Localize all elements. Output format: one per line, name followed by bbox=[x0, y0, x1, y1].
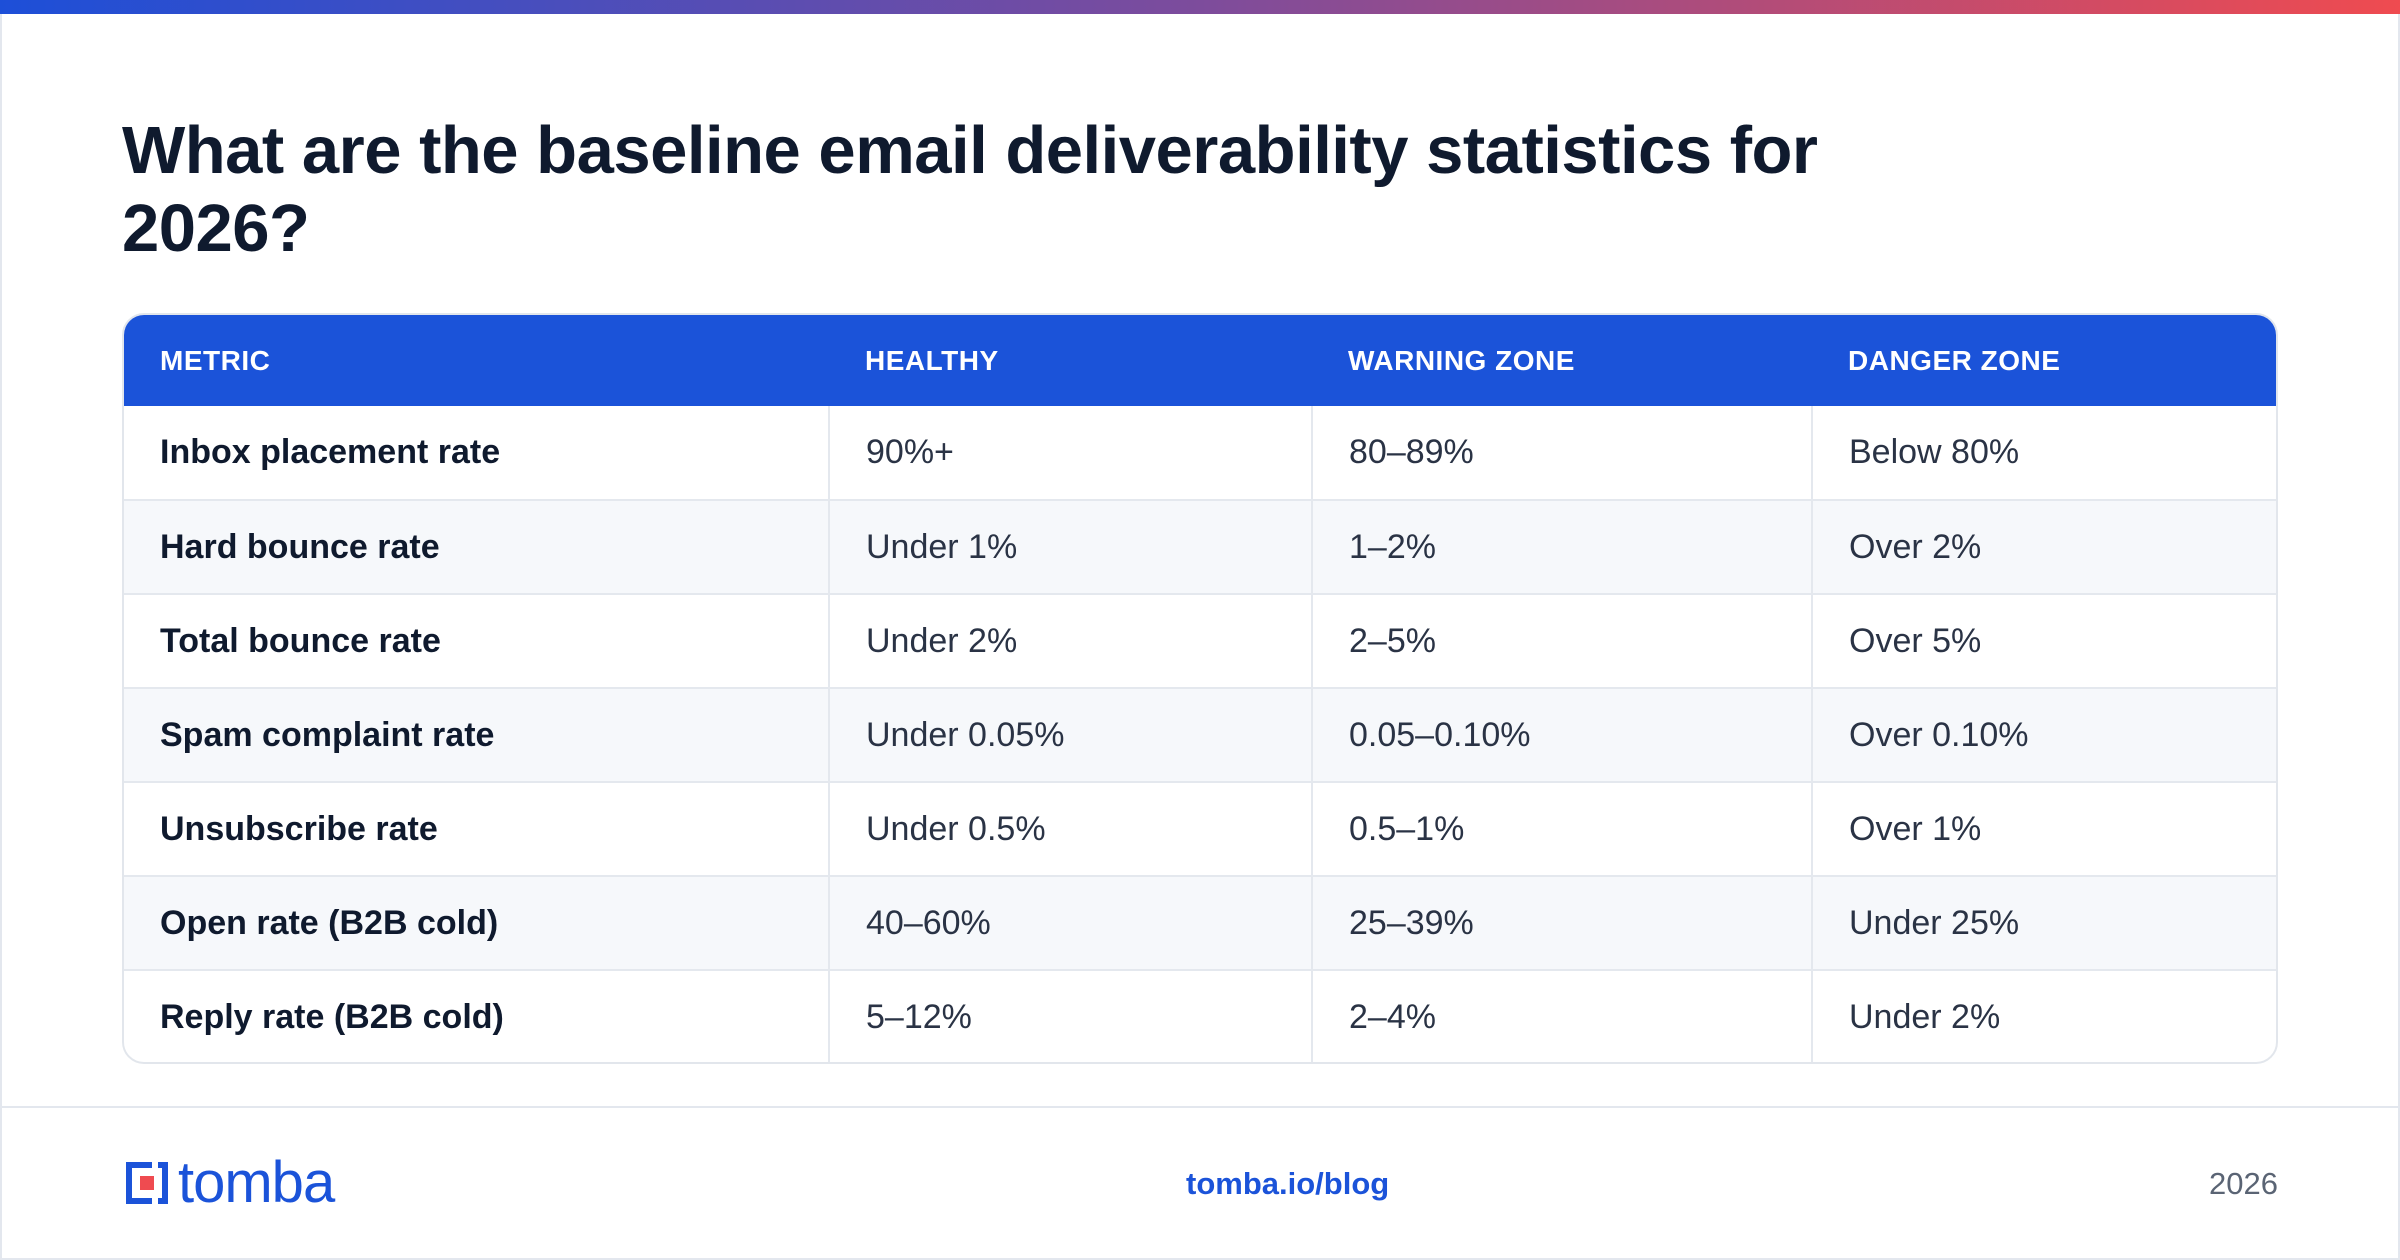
warning-cell: 2–5% bbox=[1311, 593, 1812, 688]
table-header-row: METRIC HEALTHY WARNING ZONE DANGER ZONE bbox=[124, 315, 2276, 406]
healthy-cell: 90%+ bbox=[828, 406, 1312, 500]
top-accent-bar bbox=[0, 0, 2400, 14]
healthy-cell: Under 0.5% bbox=[828, 781, 1312, 876]
table-row: Reply rate (B2B cold) 5–12% 2–4% Under 2… bbox=[124, 969, 2276, 1062]
table-row: Inbox placement rate 90%+ 80–89% Below 8… bbox=[124, 406, 2276, 500]
metric-cell: Spam complaint rate bbox=[124, 687, 829, 782]
danger-cell: Below 80% bbox=[1811, 406, 2276, 500]
danger-cell: Over 1% bbox=[1811, 781, 2276, 876]
table-row: Unsubscribe rate Under 0.5% 0.5–1% Over … bbox=[124, 781, 2276, 876]
statistics-table-card: METRIC HEALTHY WARNING ZONE DANGER ZONE … bbox=[122, 313, 2278, 1064]
warning-cell: 25–39% bbox=[1311, 875, 1812, 970]
healthy-cell: Under 2% bbox=[828, 593, 1312, 688]
blog-link[interactable]: tomba.io/blog bbox=[1186, 1166, 1390, 1201]
table-row: Spam complaint rate Under 0.05% 0.05–0.1… bbox=[124, 687, 2276, 782]
healthy-cell: 40–60% bbox=[828, 875, 1312, 970]
healthy-cell: 5–12% bbox=[828, 969, 1312, 1062]
column-header-danger-zone: DANGER ZONE bbox=[1848, 344, 2061, 376]
table-row: Total bounce rate Under 2% 2–5% Over 5% bbox=[124, 593, 2276, 688]
danger-cell: Over 0.10% bbox=[1811, 687, 2276, 782]
page-title: What are the baseline email deliverabili… bbox=[122, 113, 1818, 266]
column-header-metric: METRIC bbox=[160, 344, 271, 376]
warning-cell: 1–2% bbox=[1311, 499, 1812, 594]
table-row: Open rate (B2B cold) 40–60% 25–39% Under… bbox=[124, 875, 2276, 970]
footer-year: 2026 bbox=[2209, 1166, 2278, 1201]
warning-cell: 2–4% bbox=[1311, 969, 1812, 1062]
footer-divider bbox=[0, 1106, 2400, 1108]
warning-cell: 0.05–0.10% bbox=[1311, 687, 1812, 782]
healthy-cell: Under 1% bbox=[828, 499, 1312, 594]
warning-cell: 80–89% bbox=[1311, 406, 1812, 500]
metric-cell: Total bounce rate bbox=[124, 593, 829, 688]
warning-cell: 0.5–1% bbox=[1311, 781, 1812, 876]
metric-cell: Open rate (B2B cold) bbox=[124, 875, 829, 970]
metric-cell: Unsubscribe rate bbox=[124, 781, 829, 876]
table-row: Hard bounce rate Under 1% 1–2% Over 2% bbox=[124, 499, 2276, 594]
danger-cell: Over 5% bbox=[1811, 593, 2276, 688]
tomba-logo-text: tomba bbox=[178, 1150, 335, 1215]
danger-cell: Over 2% bbox=[1811, 499, 2276, 594]
healthy-cell: Under 0.05% bbox=[828, 687, 1312, 782]
metric-cell: Reply rate (B2B cold) bbox=[124, 969, 829, 1062]
tomba-logo[interactable]: tomba bbox=[122, 1150, 335, 1215]
column-header-healthy: HEALTHY bbox=[865, 344, 999, 376]
metric-cell: Inbox placement rate bbox=[160, 433, 501, 471]
danger-cell: Under 25% bbox=[1811, 875, 2276, 970]
statistics-table: METRIC HEALTHY WARNING ZONE DANGER ZONE … bbox=[124, 315, 2276, 1062]
danger-cell: Under 2% bbox=[1811, 969, 2276, 1062]
metric-cell: Hard bounce rate bbox=[124, 499, 829, 594]
tomba-logo-icon bbox=[122, 1158, 172, 1208]
column-header-warning-zone: WARNING ZONE bbox=[1348, 344, 1575, 376]
